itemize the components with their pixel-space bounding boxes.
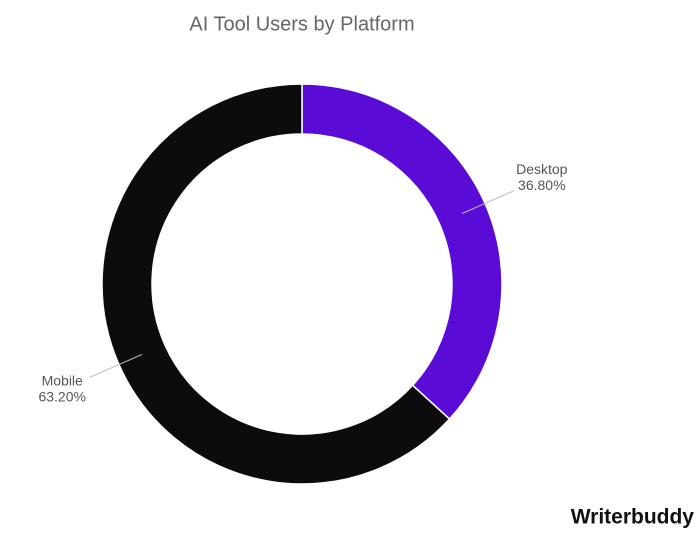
value-label: 63.20% — [38, 388, 85, 404]
chart-title: AI Tool Users by Platform — [189, 13, 414, 35]
leader-line — [89, 354, 143, 378]
value-label: 36.80% — [518, 177, 565, 193]
brand-logo: Writerbuddy — [571, 506, 695, 529]
leader-line — [461, 190, 515, 214]
segment-label: Mobile — [42, 372, 83, 388]
donut-segment — [301, 83, 503, 421]
donut-segment — [101, 83, 451, 485]
segment-label: Desktop — [516, 161, 568, 177]
